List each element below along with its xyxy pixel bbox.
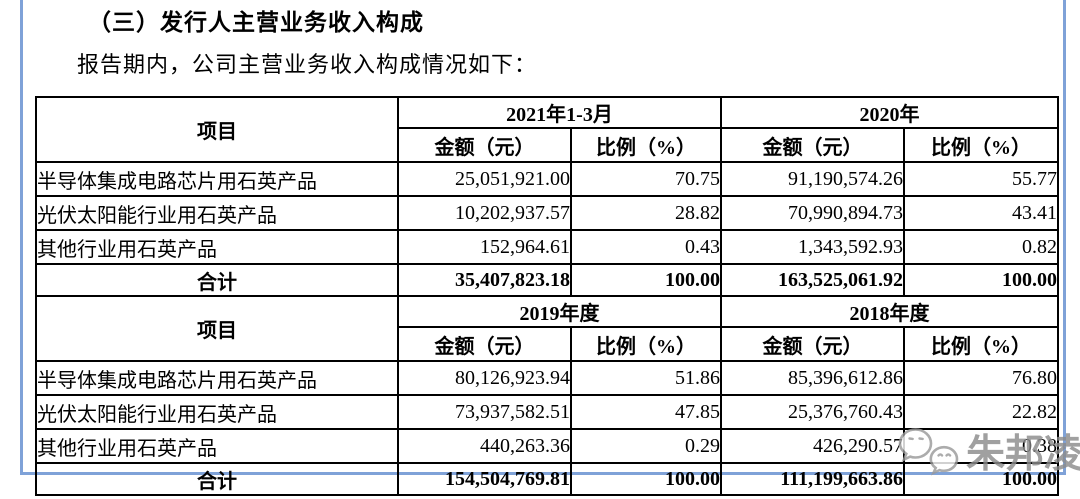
header-amount: 金额（元） [720, 127, 906, 163]
cell-amount: 440,263.36 [397, 428, 572, 464]
header-ratio: 比例（%） [569, 127, 723, 163]
cell-total-ratio: 100.00 [569, 263, 723, 297]
header-period-2019: 2019年度 [396, 295, 723, 328]
cell-item: 其他行业用石英产品 [35, 229, 399, 265]
cell-total-amount: 35,407,823.18 [397, 263, 572, 297]
cell-ratio: 70.75 [569, 161, 723, 197]
cell-total-ratio: 100.00 [569, 462, 723, 496]
cell-total-amount: 163,525,061.92 [720, 263, 906, 297]
total-label: 合计 [35, 462, 399, 496]
table-row: 光伏太阳能行业用石英产品 10,202,937.57 28.82 70,990,… [35, 195, 1060, 231]
table-row: 项目 2021年1-3月 2020年 [35, 96, 1060, 163]
cell-item: 半导体集成电路芯片用石英产品 [35, 360, 399, 396]
header-period-2018: 2018年度 [720, 295, 1060, 328]
page-title: （三）发行人主营业务收入构成 [88, 10, 424, 35]
header-period-2020: 2020年 [720, 96, 1060, 129]
header-amount: 金额（元） [397, 127, 572, 163]
table-row-total: 合计 35,407,823.18 100.00 163,525,061.92 1… [35, 263, 1060, 297]
header-amount: 金额（元） [720, 326, 906, 362]
header-ratio: 比例（%） [903, 127, 1060, 163]
table-row: 半导体集成电路芯片用石英产品 80,126,923.94 51.86 85,39… [35, 360, 1060, 396]
cell-ratio: 76.80 [903, 360, 1060, 396]
table-row: 金额（元） 比例（%） 金额（元） 比例（%） [36, 326, 1060, 362]
cell-ratio: 43.41 [903, 195, 1060, 231]
cell-amount: 1,343,592.93 [720, 229, 906, 265]
header-amount: 金额（元） [397, 326, 572, 362]
cell-amount: 426,290.57 [720, 428, 906, 464]
cell-total-amount: 154,504,769.81 [397, 462, 572, 496]
cell-ratio: 51.86 [569, 360, 723, 396]
cell-amount: 10,202,937.57 [397, 195, 572, 231]
cell-amount: 85,396,612.86 [720, 360, 906, 396]
cell-amount: 80,126,923.94 [397, 360, 572, 396]
cell-amount: 152,964.61 [397, 229, 572, 265]
page-subtitle: 报告期内，公司主营业务收入构成情况如下： [77, 52, 538, 77]
cell-item: 光伏太阳能行业用石英产品 [35, 195, 399, 231]
header-period-2021: 2021年1-3月 [396, 96, 723, 129]
cell-amount: 73,937,582.51 [397, 394, 572, 430]
revenue-composition-table: 项目 2021年1-3月 2020年 金额（元） 比例（%） 金额（元） 比例（… [35, 96, 1060, 496]
cell-amount: 25,376,760.43 [720, 394, 906, 430]
cell-ratio: 47.85 [569, 394, 723, 430]
cell-amount: 91,190,574.26 [720, 161, 906, 197]
total-label: 合计 [35, 263, 399, 297]
cell-item: 半导体集成电路芯片用石英产品 [35, 161, 399, 197]
cell-total-amount: 111,199,663.86 [720, 462, 906, 496]
header-ratio: 比例（%） [903, 326, 1060, 362]
cell-total-ratio: 100.00 [903, 263, 1060, 297]
cell-total-ratio: 100.00 [903, 462, 1060, 496]
cell-amount: 25,051,921.00 [397, 161, 572, 197]
table-row: 项目 2019年度 2018年度 [35, 295, 1060, 362]
cell-ratio: 0.38 [903, 428, 1060, 464]
table-row-total: 合计 154,504,769.81 100.00 111,199,663.86 … [35, 462, 1060, 496]
cell-amount: 70,990,894.73 [720, 195, 906, 231]
table-row: 其他行业用石英产品 152,964.61 0.43 1,343,592.93 0… [35, 229, 1060, 265]
table-row: 其他行业用石英产品 440,263.36 0.29 426,290.57 0.3… [35, 428, 1060, 464]
cell-ratio: 22.82 [903, 394, 1060, 430]
cell-ratio: 0.29 [569, 428, 723, 464]
cell-ratio: 0.82 [903, 229, 1060, 265]
cell-ratio: 55.77 [903, 161, 1060, 197]
table-row: 半导体集成电路芯片用石英产品 25,051,921.00 70.75 91,19… [35, 161, 1060, 197]
header-item: 项目 [35, 96, 399, 163]
cell-ratio: 28.82 [569, 195, 723, 231]
header-ratio: 比例（%） [569, 326, 723, 362]
cell-ratio: 0.43 [569, 229, 723, 265]
table-row: 金额（元） 比例（%） 金额（元） 比例（%） [36, 127, 1060, 163]
cell-item: 光伏太阳能行业用石英产品 [35, 394, 399, 430]
cell-item: 其他行业用石英产品 [35, 428, 399, 464]
header-item: 项目 [35, 295, 399, 362]
table-row: 光伏太阳能行业用石英产品 73,937,582.51 47.85 25,376,… [35, 394, 1060, 430]
